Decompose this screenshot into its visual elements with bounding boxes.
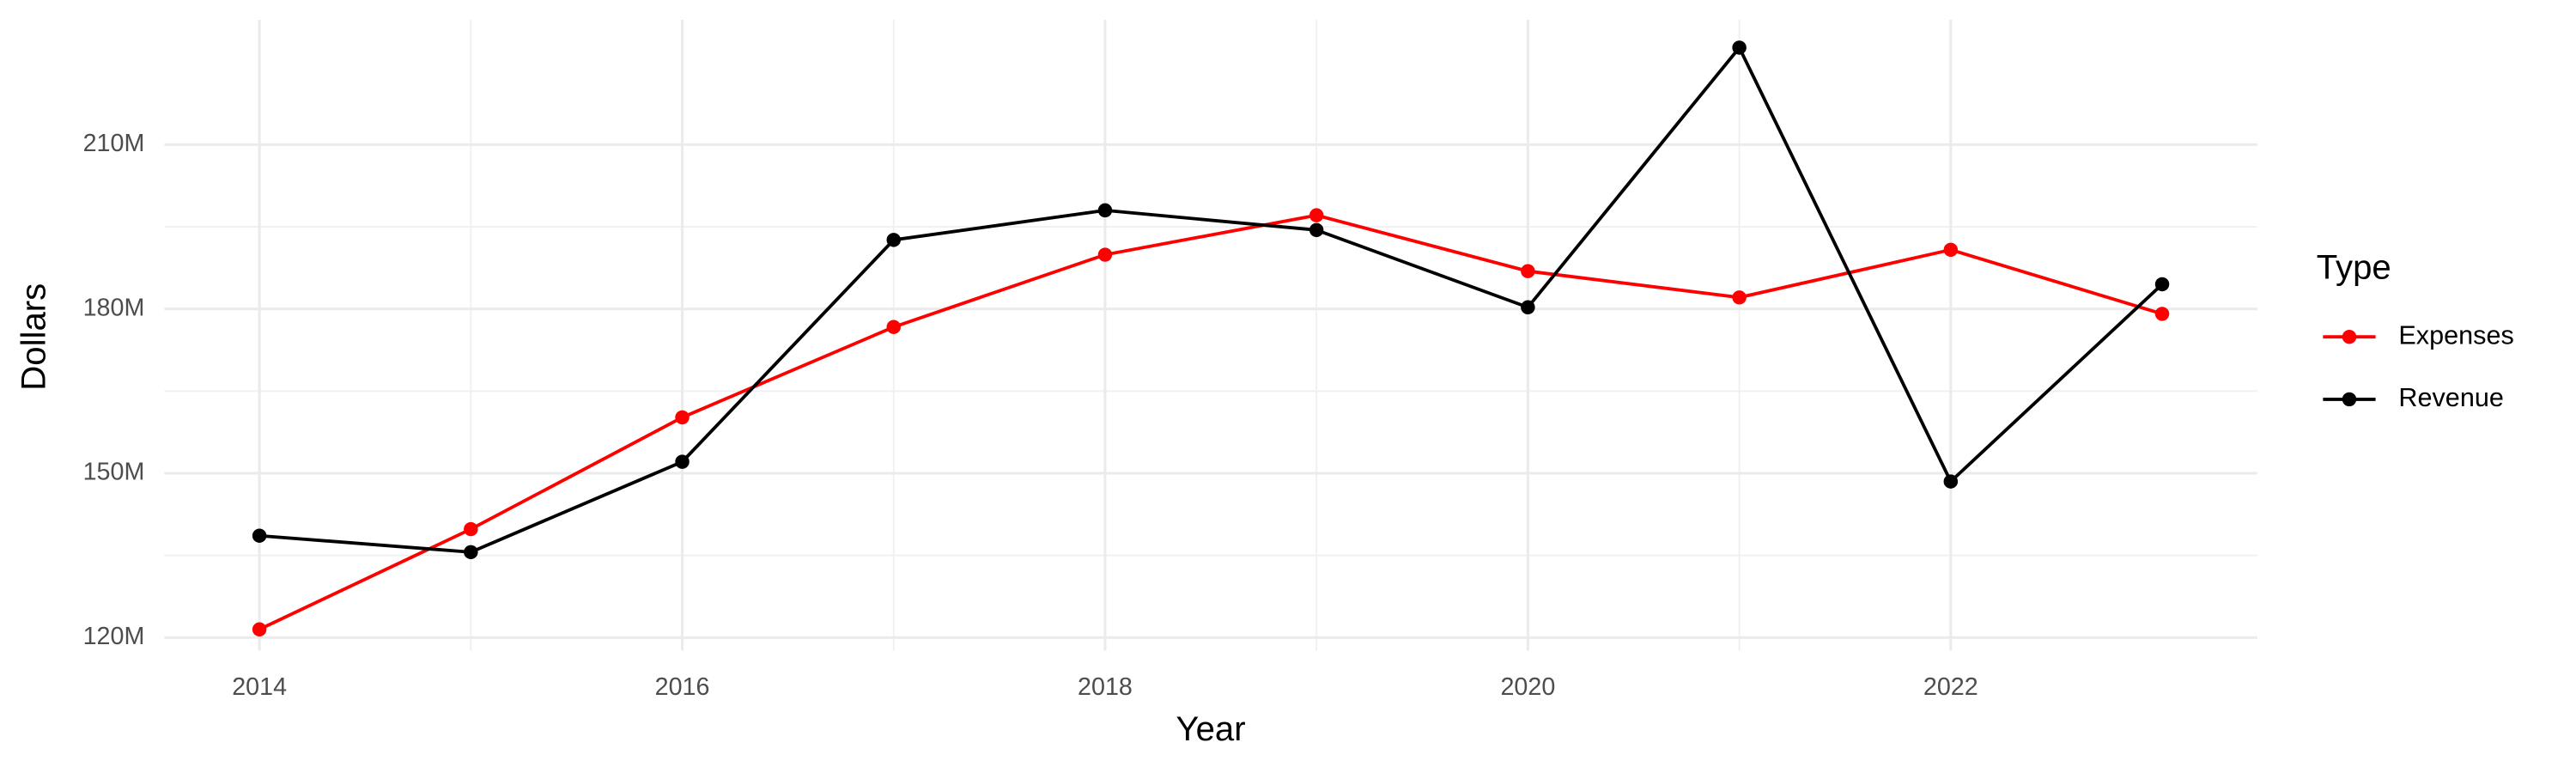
data-point <box>1097 203 1113 218</box>
x-tick-label: 2014 <box>232 673 287 701</box>
data-point <box>1943 474 1959 489</box>
data-point <box>1097 247 1113 262</box>
x-tick-label: 2018 <box>1078 673 1133 701</box>
data-point <box>464 521 478 537</box>
series-line <box>258 213 2163 631</box>
legend-title: Type <box>2317 247 2391 286</box>
series-line <box>258 44 2164 554</box>
data-point <box>2154 307 2170 321</box>
x-tick-label: 2016 <box>655 673 710 701</box>
y-axis-title: Dollars <box>15 283 53 391</box>
x-tick-label: 2020 <box>1500 673 1555 701</box>
y-tick-label: 210M <box>83 130 145 157</box>
data-point <box>464 545 478 560</box>
x-axis-title: Year <box>1176 709 1246 748</box>
data-point <box>675 410 690 425</box>
data-point <box>1521 264 1535 278</box>
legend-key-point <box>2342 329 2357 344</box>
data-point <box>1732 290 1747 305</box>
data-point <box>252 622 267 637</box>
data-point <box>2154 277 2170 292</box>
data-point <box>1732 40 1747 55</box>
y-tick-label: 180M <box>83 294 145 321</box>
data-point <box>1521 300 1535 315</box>
data-point <box>675 454 690 469</box>
data-point <box>1309 222 1324 238</box>
data-point <box>886 233 901 247</box>
data-point <box>252 528 267 543</box>
legend-label: Revenue <box>2398 383 2504 412</box>
legend-label: Expenses <box>2398 320 2513 350</box>
data-point <box>1309 208 1324 222</box>
y-tick-label: 150M <box>83 459 145 486</box>
x-tick-label: 2022 <box>1923 673 1978 701</box>
grid <box>164 19 2257 651</box>
data-point <box>886 320 901 334</box>
y-tick-label: 120M <box>83 623 145 650</box>
legend-key-point <box>2342 392 2357 407</box>
data-point <box>1943 242 1959 258</box>
